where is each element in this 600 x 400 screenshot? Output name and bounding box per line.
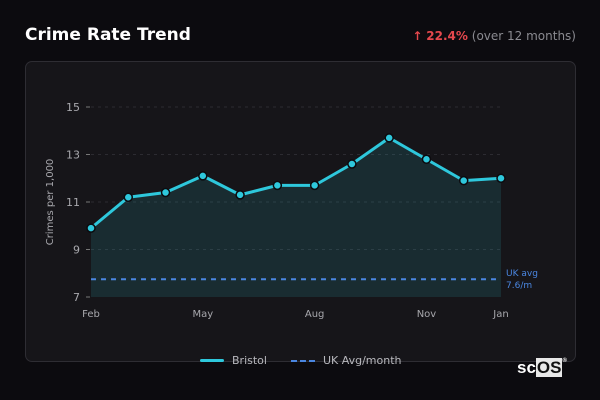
logo-text: sc xyxy=(517,358,536,377)
change-value: 22.4% xyxy=(426,29,468,43)
data-point xyxy=(458,175,469,186)
change-indicator: ↑ 22.4% (over 12 months) xyxy=(412,29,576,43)
x-tick-label: Nov xyxy=(417,309,437,320)
legend-swatch-dashed xyxy=(290,359,315,362)
data-point xyxy=(123,192,134,202)
legend-label: UK Avg/month xyxy=(322,354,402,367)
area-fill xyxy=(91,137,501,297)
page-title: Crime Rate Trend xyxy=(25,25,191,45)
legend-item-uk-avg[interactable]: UK Avg/month xyxy=(290,354,402,367)
annotation-line1: UK avg xyxy=(506,269,538,279)
data-point xyxy=(309,180,320,191)
y-tick-label: 11 xyxy=(66,196,80,209)
data-point xyxy=(160,187,171,198)
legend-label: Bristol xyxy=(232,354,267,367)
data-point xyxy=(272,180,283,191)
legend: Bristol UK Avg/month xyxy=(200,354,402,367)
data-point xyxy=(347,159,357,169)
change-period: (over 12 months) xyxy=(471,29,576,43)
data-point xyxy=(86,223,96,233)
y-tick-label: 15 xyxy=(66,101,80,114)
x-tick-label: Feb xyxy=(82,309,100,320)
arrow-up-icon: ↑ xyxy=(412,29,423,43)
annotation-line2: 7.6/m xyxy=(506,281,532,291)
chart-card xyxy=(25,61,576,362)
series-line-bristol xyxy=(90,136,502,230)
data-point xyxy=(496,173,506,183)
logo-mark: ® xyxy=(562,358,567,364)
y-tick-label: 9 xyxy=(73,244,80,257)
logo-text-boxed: OS xyxy=(535,358,563,377)
legend-swatch-solid xyxy=(200,359,224,362)
data-point xyxy=(198,171,208,181)
y-tick-label: 7 xyxy=(73,291,80,304)
x-tick-label: Aug xyxy=(305,309,325,320)
x-tick-label: Jan xyxy=(492,309,508,320)
legend-item-bristol[interactable]: Bristol xyxy=(200,354,267,367)
y-axis-label: Crimes per 1,000 xyxy=(45,159,56,246)
data-point xyxy=(235,190,245,200)
x-tick-label: May xyxy=(192,309,213,320)
data-point xyxy=(384,133,394,143)
y-tick-label: 13 xyxy=(66,149,80,162)
logo: scOS® xyxy=(517,358,567,378)
data-point xyxy=(421,154,432,164)
